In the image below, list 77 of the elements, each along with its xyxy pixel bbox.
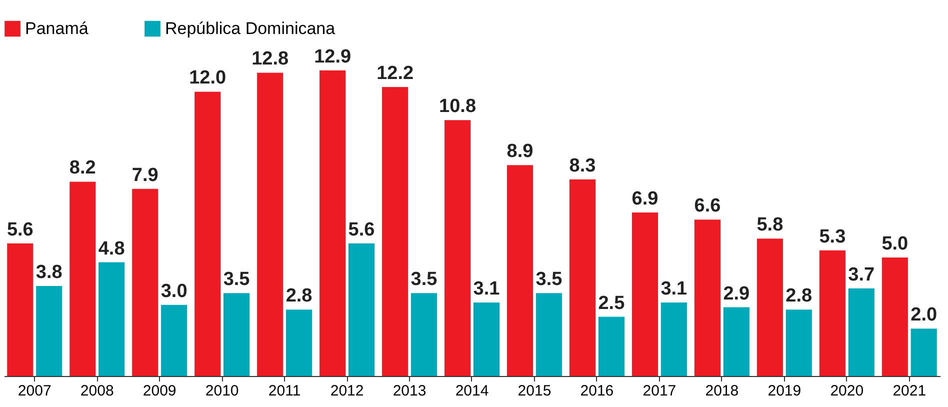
data-label: 6.6: [694, 196, 721, 217]
data-label: 3.1: [660, 278, 688, 300]
bar: [632, 212, 658, 376]
bar: [320, 70, 346, 376]
x-tick-label: 2016: [580, 382, 614, 400]
bar: [598, 316, 624, 376]
x-tick-label: 2019: [768, 382, 802, 400]
bar: [786, 310, 812, 376]
x-tick-label: 2009: [142, 382, 176, 400]
data-label: 3.5: [223, 269, 250, 290]
data-label: 7.9: [132, 164, 158, 186]
data-label: 2.9: [723, 283, 750, 304]
x-tick-label: 2021: [892, 382, 926, 400]
bar: [286, 310, 312, 376]
bar: [756, 238, 783, 376]
data-label: 3.5: [536, 269, 563, 290]
data-label: 6.9: [632, 188, 658, 210]
bar: [694, 220, 720, 376]
bar: [723, 307, 750, 376]
x-tick-label: 2013: [392, 382, 426, 400]
data-label: 3.1: [473, 278, 500, 300]
bar: [224, 293, 250, 376]
x-tick-label: 2012: [330, 382, 364, 400]
bar: [444, 120, 471, 376]
legend-label: Panamá: [25, 18, 89, 38]
data-label: 12.8: [252, 48, 289, 70]
bar: [660, 302, 687, 376]
data-label: 2.8: [286, 286, 312, 307]
bar: [506, 165, 534, 376]
x-tick-label: 2017: [642, 382, 676, 400]
bar: [473, 302, 500, 376]
x-tick-label: 2008: [80, 382, 114, 400]
data-label: 5.6: [348, 219, 375, 240]
bar: [910, 328, 937, 376]
data-label: 5.8: [756, 214, 784, 236]
x-tick-label: 2010: [205, 382, 239, 400]
data-label: 3.5: [410, 269, 438, 290]
data-label: 3.7: [848, 264, 875, 286]
x-tick-label: 2018: [705, 382, 739, 400]
bar: [194, 92, 221, 376]
data-label: 5.0: [882, 234, 908, 255]
data-label: 5.6: [6, 219, 34, 240]
x-tick-label: 2014: [455, 382, 489, 400]
data-label: 8.3: [569, 155, 596, 176]
x-tick-label: 2015: [518, 382, 552, 400]
bar: [348, 243, 375, 376]
data-label: 3.0: [160, 280, 188, 302]
data-label: 5.3: [819, 226, 846, 248]
data-label: 3.8: [36, 262, 62, 283]
data-label: 8.9: [506, 141, 534, 162]
x-tick-label: 2007: [18, 382, 52, 400]
bar: [70, 182, 96, 376]
legend-label: República Dominicana: [165, 18, 336, 38]
data-label: 2.0: [910, 304, 938, 326]
bar: [161, 304, 188, 376]
data-label: 12.0: [189, 68, 226, 89]
bar: [536, 293, 562, 376]
bar: [132, 188, 158, 376]
bar: [382, 86, 408, 376]
x-tick-label: 2011: [268, 382, 301, 400]
data-label: 12.2: [376, 62, 414, 84]
bar: [882, 258, 908, 376]
bar: [257, 72, 284, 376]
bar: [848, 288, 874, 376]
data-label: 12.9: [314, 46, 352, 68]
data-label: 4.8: [98, 238, 125, 260]
data-label: 2.5: [598, 292, 626, 314]
bar: [36, 286, 62, 376]
bar: [7, 243, 34, 376]
data-label: 8.2: [69, 158, 96, 179]
x-tick-label: 2020: [830, 382, 864, 400]
bar: [819, 250, 846, 376]
bar: [569, 179, 596, 376]
data-label: 10.8: [439, 96, 476, 118]
bar: [410, 293, 438, 376]
data-label: 2.8: [786, 286, 812, 307]
bar: [98, 262, 125, 376]
